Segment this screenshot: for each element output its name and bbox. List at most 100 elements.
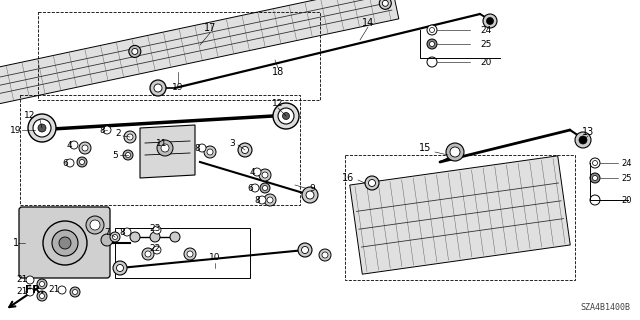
Circle shape: [125, 153, 131, 157]
Circle shape: [70, 287, 80, 297]
Text: 17: 17: [204, 23, 216, 33]
Circle shape: [278, 108, 294, 124]
Circle shape: [26, 288, 34, 296]
Text: 6: 6: [62, 158, 68, 167]
Circle shape: [150, 232, 160, 242]
Circle shape: [298, 243, 312, 257]
Text: 2: 2: [115, 129, 121, 138]
Circle shape: [253, 168, 261, 176]
Circle shape: [238, 143, 252, 157]
Circle shape: [282, 112, 290, 120]
Circle shape: [157, 140, 173, 156]
Circle shape: [579, 136, 587, 144]
Circle shape: [79, 159, 84, 164]
Circle shape: [150, 80, 166, 96]
Text: 22: 22: [149, 244, 161, 252]
Text: 8: 8: [195, 143, 200, 153]
Circle shape: [427, 57, 437, 67]
Circle shape: [82, 145, 88, 151]
Circle shape: [302, 187, 318, 203]
Circle shape: [52, 230, 78, 256]
Text: 11: 11: [156, 139, 168, 148]
Text: 24: 24: [621, 158, 632, 167]
Circle shape: [446, 143, 464, 161]
Circle shape: [124, 131, 136, 143]
Circle shape: [241, 147, 248, 154]
Text: 5: 5: [112, 150, 118, 159]
Circle shape: [132, 48, 138, 54]
Circle shape: [187, 251, 193, 257]
Circle shape: [306, 191, 314, 199]
Text: 25: 25: [621, 173, 632, 182]
Circle shape: [184, 248, 196, 260]
Circle shape: [113, 261, 127, 275]
Circle shape: [161, 144, 169, 152]
Circle shape: [26, 276, 34, 284]
Circle shape: [262, 186, 268, 190]
Text: 20: 20: [480, 58, 492, 67]
Polygon shape: [0, 0, 399, 112]
Circle shape: [486, 18, 493, 25]
Circle shape: [382, 0, 388, 6]
Circle shape: [322, 252, 328, 258]
Circle shape: [204, 146, 216, 158]
Text: 21: 21: [49, 285, 60, 294]
Text: 12: 12: [24, 110, 36, 119]
Circle shape: [110, 232, 120, 242]
Circle shape: [123, 150, 133, 160]
Circle shape: [72, 290, 77, 294]
Circle shape: [282, 113, 289, 119]
Text: 21: 21: [17, 287, 28, 297]
Text: 19: 19: [10, 125, 22, 134]
Circle shape: [28, 114, 56, 142]
Circle shape: [593, 161, 598, 165]
Circle shape: [43, 221, 87, 265]
Text: 6: 6: [247, 183, 253, 193]
Circle shape: [483, 14, 497, 28]
Circle shape: [427, 25, 437, 35]
Circle shape: [70, 141, 78, 149]
Text: SZA4B1400B: SZA4B1400B: [580, 303, 630, 312]
Text: 25: 25: [480, 39, 492, 49]
Circle shape: [153, 226, 161, 234]
Circle shape: [593, 175, 598, 180]
Text: 8: 8: [99, 125, 105, 134]
Circle shape: [90, 220, 100, 230]
Circle shape: [264, 194, 276, 206]
Circle shape: [59, 237, 71, 249]
Circle shape: [40, 293, 45, 299]
Circle shape: [154, 84, 162, 92]
Circle shape: [590, 195, 600, 205]
Circle shape: [101, 234, 113, 246]
Circle shape: [369, 180, 376, 187]
Circle shape: [575, 132, 591, 148]
Circle shape: [86, 216, 104, 234]
Circle shape: [113, 235, 118, 239]
Circle shape: [429, 28, 435, 33]
Circle shape: [170, 232, 180, 242]
Polygon shape: [349, 156, 570, 274]
Circle shape: [123, 228, 131, 236]
Text: 21: 21: [17, 276, 28, 284]
Circle shape: [40, 282, 45, 286]
Text: 24: 24: [480, 26, 492, 35]
Circle shape: [130, 232, 140, 242]
Circle shape: [251, 184, 259, 192]
Text: 13: 13: [582, 127, 594, 137]
Text: 16: 16: [342, 173, 354, 183]
Polygon shape: [140, 125, 195, 178]
FancyBboxPatch shape: [19, 207, 110, 278]
Text: 10: 10: [209, 253, 221, 262]
Text: 4: 4: [250, 167, 255, 177]
Text: 4: 4: [67, 140, 72, 149]
Text: 19: 19: [172, 83, 184, 92]
Circle shape: [145, 251, 151, 257]
Circle shape: [429, 42, 435, 46]
Circle shape: [380, 0, 391, 9]
Circle shape: [427, 39, 437, 49]
Circle shape: [79, 142, 91, 154]
Circle shape: [38, 124, 46, 132]
Circle shape: [590, 173, 600, 183]
Text: 8: 8: [254, 196, 260, 204]
Circle shape: [267, 197, 273, 203]
